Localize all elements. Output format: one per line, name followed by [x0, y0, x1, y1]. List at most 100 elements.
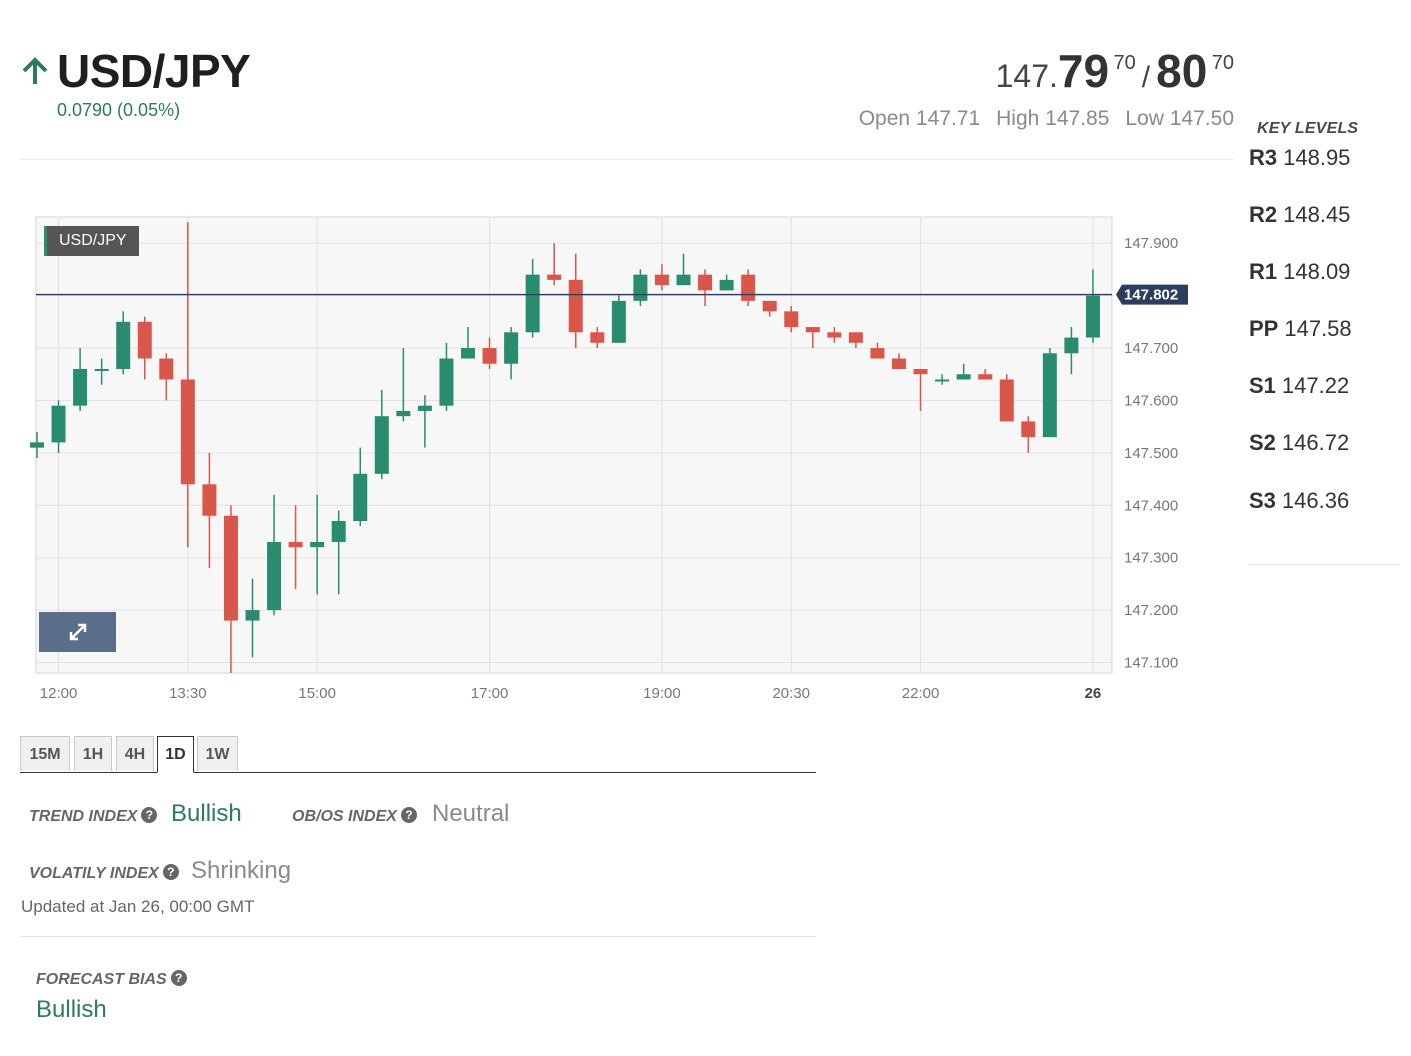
candle-body [73, 369, 88, 406]
high-price: High 147.85 [996, 107, 1110, 130]
level-name: S1 [1249, 373, 1276, 398]
candle-body [1021, 421, 1036, 438]
level-value: 146.72 [1281, 430, 1350, 455]
candle-body [1085, 295, 1100, 338]
candle-body [51, 405, 66, 443]
key-level-r3: R3 148.95 [1249, 145, 1350, 171]
candle-body [94, 369, 109, 371]
candle-body [805, 327, 820, 333]
level-name: R3 [1249, 145, 1278, 170]
x-tick-label: 17:00 [471, 685, 509, 702]
candle-body [633, 274, 648, 301]
chart-symbol-label: USD/JPY [44, 226, 139, 256]
timeframe-tabs: 15M 1H 4H 1D 1W [20, 736, 816, 773]
tab-1d[interactable]: 1D [157, 736, 194, 773]
volatility-index-label: VOLATILY INDEX? [29, 863, 179, 883]
key-level-s3: S3 146.36 [1249, 488, 1349, 514]
level-name: PP [1249, 316, 1279, 341]
candlestick-chart[interactable]: 147.900147.800147.700147.600147.500147.4… [20, 200, 1220, 720]
candle-body [698, 274, 713, 291]
symbol-title: USD/JPY [57, 45, 251, 97]
help-icon[interactable]: ? [400, 806, 417, 823]
y-tick-label: 147.100 [1124, 655, 1178, 672]
candle-body [310, 541, 325, 548]
candle-body [935, 379, 950, 382]
candle-body [892, 358, 906, 369]
candle-body [525, 274, 540, 333]
candle-body [137, 321, 152, 359]
tab-1w[interactable]: 1W [197, 736, 238, 771]
section-divider [20, 936, 816, 937]
candle-body [439, 358, 454, 406]
quote-separator: / [1141, 61, 1151, 94]
help-icon[interactable]: ? [141, 806, 158, 823]
candle-body [1042, 353, 1057, 438]
level-value: 148.45 [1283, 202, 1351, 227]
help-icon[interactable]: ? [170, 969, 187, 986]
x-tick-label: 19:00 [643, 685, 681, 702]
candle-body [331, 521, 346, 542]
y-tick-label: 147.300 [1124, 550, 1178, 567]
y-tick-label: 147.600 [1124, 392, 1178, 409]
candle-body [611, 300, 626, 343]
candle-body [762, 300, 777, 312]
candle-body [374, 416, 389, 474]
candle-body [30, 442, 44, 448]
tab-15m[interactable]: 15M [20, 736, 70, 771]
candle-body [741, 274, 756, 301]
level-value: 148.95 [1283, 145, 1351, 170]
key-level-s1: S1 147.22 [1249, 373, 1349, 399]
candle-body [417, 405, 432, 411]
key-level-s2: S2 146.72 [1249, 430, 1349, 456]
price-chart[interactable]: 147.900147.800147.700147.600147.500147.4… [20, 200, 1220, 720]
level-value: 147.58 [1284, 316, 1352, 341]
candle-body [504, 332, 519, 364]
ask-big-digits: 80 [1156, 45, 1208, 97]
header-divider [20, 159, 1234, 160]
tab-1h[interactable]: 1H [74, 736, 112, 771]
obos-index-value: Neutral [432, 800, 510, 827]
candle-body [978, 374, 993, 380]
low-price: Low 147.50 [1125, 107, 1234, 130]
candle-body [547, 274, 562, 280]
current-price-label: 147.802 [1124, 287, 1178, 304]
help-icon[interactable]: ? [162, 863, 179, 880]
y-tick-label: 147.700 [1124, 340, 1178, 357]
candle-body [159, 358, 174, 380]
updated-timestamp: Updated at Jan 26, 00:00 GMT [21, 897, 255, 916]
candle-body [202, 484, 217, 516]
y-tick-label: 147.200 [1124, 602, 1178, 619]
candle-body [590, 332, 605, 343]
level-name: R1 [1249, 259, 1278, 284]
open-price: Open 147.71 [858, 107, 981, 130]
bid-big-digits: 79 [1057, 45, 1110, 97]
bid-prefix: 147. [995, 58, 1058, 94]
current-price-tag [1116, 284, 1188, 305]
x-tick-label: 22:00 [902, 685, 940, 702]
volatility-index-value: Shrinking [191, 857, 292, 884]
y-tick-label: 147.500 [1124, 445, 1178, 462]
level-name: R2 [1249, 202, 1278, 227]
y-tick-label: 147.900 [1124, 235, 1178, 252]
candle-body [719, 279, 734, 291]
obos-index-label: OB/OS INDEX? [292, 806, 417, 826]
candle-body [267, 541, 282, 611]
candle-body [827, 332, 842, 338]
candle-body [245, 610, 260, 621]
level-value: 146.36 [1281, 488, 1350, 513]
candle-body [913, 369, 928, 375]
key-level-r2: R2 148.45 [1249, 202, 1350, 228]
x-tick-label: 12:00 [40, 685, 78, 702]
trend-index-value: Bullish [171, 800, 242, 827]
candle-body [568, 279, 583, 333]
key-level-r1: R1 148.09 [1249, 259, 1350, 285]
expand-chart-button[interactable] [39, 612, 116, 652]
expand-icon [69, 623, 87, 641]
candle-body [223, 515, 238, 621]
level-name: S2 [1249, 430, 1276, 455]
candle-body [848, 332, 863, 343]
level-value: 148.09 [1283, 259, 1351, 284]
tab-4h[interactable]: 4H [116, 736, 154, 771]
ohl-row: Open 147.71 High 147.85 Low 147.50 [820, 107, 1234, 131]
level-name: S3 [1249, 488, 1276, 513]
